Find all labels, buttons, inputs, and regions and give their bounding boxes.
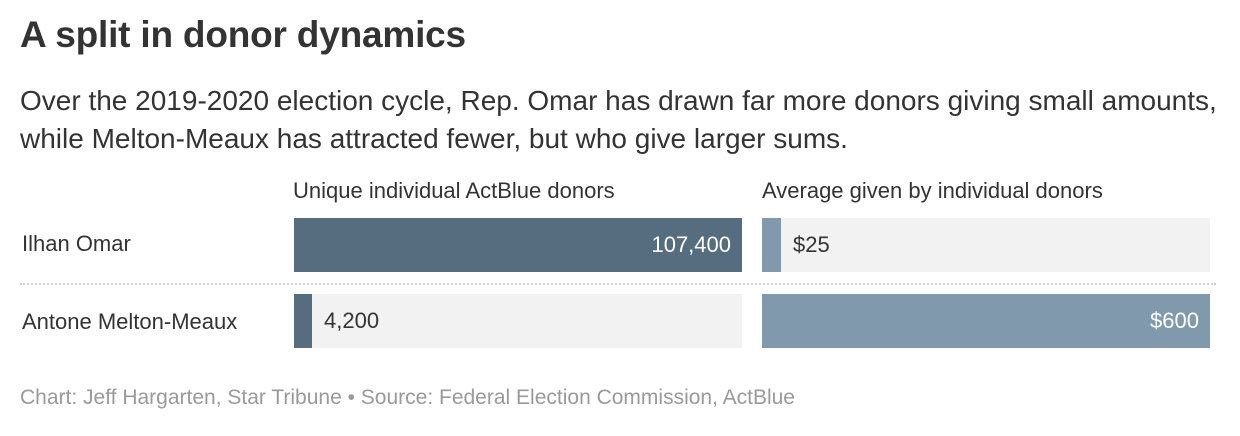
donors-bar-melton-meaux (294, 294, 312, 348)
chart-subtitle: Over the 2019-2020 election cycle, Rep. … (20, 85, 1217, 154)
donors-value-melton-meaux: 4,200 (324, 308, 380, 333)
donors-panel-title: Unique individual ActBlue donors (293, 178, 615, 203)
donors-track-melton-meaux: 4,200 (294, 294, 742, 348)
average-bar-melton-meaux (762, 294, 1210, 348)
row-divider (20, 283, 1216, 285)
chart-credit: Chart: Jeff Hargarten, Star Tribune • So… (20, 386, 795, 409)
average-value-omar: $25 (793, 232, 830, 257)
donors-track-omar: 107,400 (294, 218, 742, 272)
average-track-omar: $25 (762, 218, 1210, 272)
chart-title: A split in donor dynamics (20, 14, 466, 55)
row-label-melton-meaux: Antone Melton-Meaux (22, 309, 238, 334)
row-label-omar: Ilhan Omar (22, 231, 131, 256)
donors-bar-omar (294, 218, 742, 272)
average-panel-title: Average given by individual donors (762, 178, 1103, 203)
average-track-melton-meaux: $600 (762, 294, 1210, 348)
donors-value-omar: 107,400 (651, 232, 731, 257)
average-value-melton-meaux: $600 (1150, 308, 1199, 333)
average-bar-omar (762, 218, 781, 272)
